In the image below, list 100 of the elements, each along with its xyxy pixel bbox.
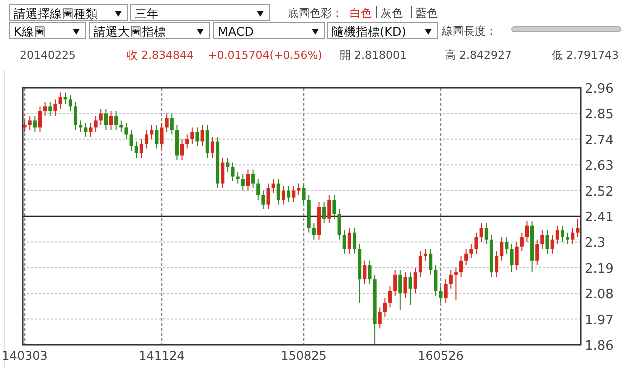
- x-tick-label: 140303: [2, 349, 48, 363]
- candlestick: [190, 127, 194, 145]
- candlestick: [89, 122, 93, 138]
- candlestick: [388, 286, 392, 308]
- candlestick: [186, 134, 190, 150]
- candlestick: [231, 162, 235, 182]
- candlestick: [368, 260, 372, 285]
- candlestick: [302, 183, 306, 206]
- control: 請選大圖指標: [90, 22, 210, 40]
- candlestick: [536, 239, 540, 266]
- candlestick: [276, 178, 280, 206]
- candlestick: [44, 102, 48, 117]
- candlestick: [480, 223, 484, 243]
- candlestick: [460, 256, 464, 278]
- candlestick: [206, 124, 210, 159]
- y-tick-label: 1.97: [585, 313, 614, 328]
- text: 20140225: [20, 49, 76, 62]
- candlestick: [520, 232, 524, 252]
- y-tick-label: 1.86: [585, 339, 614, 354]
- candlestick: [221, 158, 225, 189]
- candlestick: [200, 124, 204, 147]
- candlestick: [495, 251, 499, 278]
- candlestick: [332, 194, 336, 220]
- candlestick: [150, 124, 154, 140]
- candlestick: [434, 265, 438, 296]
- candlestick: [145, 130, 149, 150]
- candlestick: [484, 223, 488, 246]
- text: 低 2.791743: [552, 49, 619, 62]
- text: 藍色: [416, 7, 438, 20]
- candlestick: [109, 110, 114, 131]
- candlestick: [352, 228, 357, 254]
- candlestick: [566, 232, 570, 246]
- candlestick: [48, 102, 52, 117]
- candlestick: [398, 270, 402, 310]
- candlestick: [444, 279, 448, 304]
- candlestick: [571, 228, 575, 246]
- candlestick: [246, 169, 250, 192]
- candlestick: [449, 270, 453, 290]
- candlestick: [505, 237, 509, 254]
- candlestick: [348, 228, 352, 254]
- candlestick: [342, 230, 346, 254]
- text: 底圖色彩：: [288, 7, 343, 20]
- text: 收 2.834844: [127, 49, 194, 62]
- candlestick: [180, 138, 184, 161]
- control: 三年: [130, 4, 270, 22]
- candlestick: [124, 122, 128, 140]
- candlestick: [130, 130, 134, 152]
- candlestick: [266, 183, 270, 210]
- y-tick-label: 2.08: [585, 288, 614, 303]
- candlestick: [322, 202, 326, 224]
- candlestick: [241, 174, 245, 192]
- candlestick: [28, 116, 32, 131]
- candlestick: [196, 127, 200, 147]
- x-tick-label: 141124: [139, 349, 185, 363]
- candlestick: [525, 220, 530, 243]
- candlestick: [140, 138, 144, 159]
- candlestick: [38, 106, 42, 133]
- candlestick: [155, 124, 159, 150]
- y-tick-label: 2.52: [585, 184, 614, 200]
- candlestick: [256, 178, 260, 201]
- candlestick: [540, 230, 544, 250]
- candlestick: [556, 225, 560, 246]
- candlestick: [414, 267, 418, 294]
- y-tick-label: 2.19: [585, 262, 614, 277]
- candlestick: [104, 108, 108, 131]
- text: +0.015704(+0.56%): [208, 49, 322, 62]
- candlestick: [134, 141, 138, 159]
- candlestick: [262, 190, 266, 210]
- candlestick: [272, 178, 276, 194]
- candlestick: [404, 272, 408, 299]
- candlestick: [500, 237, 504, 262]
- candlestick: [439, 286, 443, 304]
- text: 灰色: [381, 7, 403, 20]
- candlestick: [383, 298, 387, 318]
- candlestick: [338, 208, 342, 240]
- control: MACD: [214, 22, 326, 40]
- candlestick: [515, 242, 519, 271]
- candlestick: [210, 136, 214, 159]
- control: K線圖: [10, 22, 86, 40]
- candlestick: [54, 99, 58, 117]
- candlestick: [94, 116, 98, 133]
- candlestick: [226, 158, 230, 173]
- y-tick-label: 2.41: [585, 210, 614, 226]
- candlestick: [252, 169, 256, 189]
- y-tick-label: 2.3: [585, 236, 606, 252]
- candlestick: [418, 251, 422, 278]
- candlestick: [287, 186, 291, 203]
- text: 高 2.842927: [445, 49, 512, 62]
- candlestick: [114, 110, 118, 131]
- y-tick-label: 2.63: [585, 159, 614, 174]
- text: 開 2.818001: [340, 49, 407, 62]
- x-tick-label: 150825: [281, 349, 327, 363]
- x-tick-label: 160526: [418, 349, 464, 363]
- candlestick: [58, 92, 62, 110]
- candlestick: [474, 232, 478, 254]
- control: 隨機指標(KD): [328, 22, 438, 40]
- candlestick: [576, 218, 580, 238]
- candlestick: [408, 272, 412, 306]
- y-tick-label: 2.74: [585, 133, 614, 148]
- candlestick: [464, 248, 468, 266]
